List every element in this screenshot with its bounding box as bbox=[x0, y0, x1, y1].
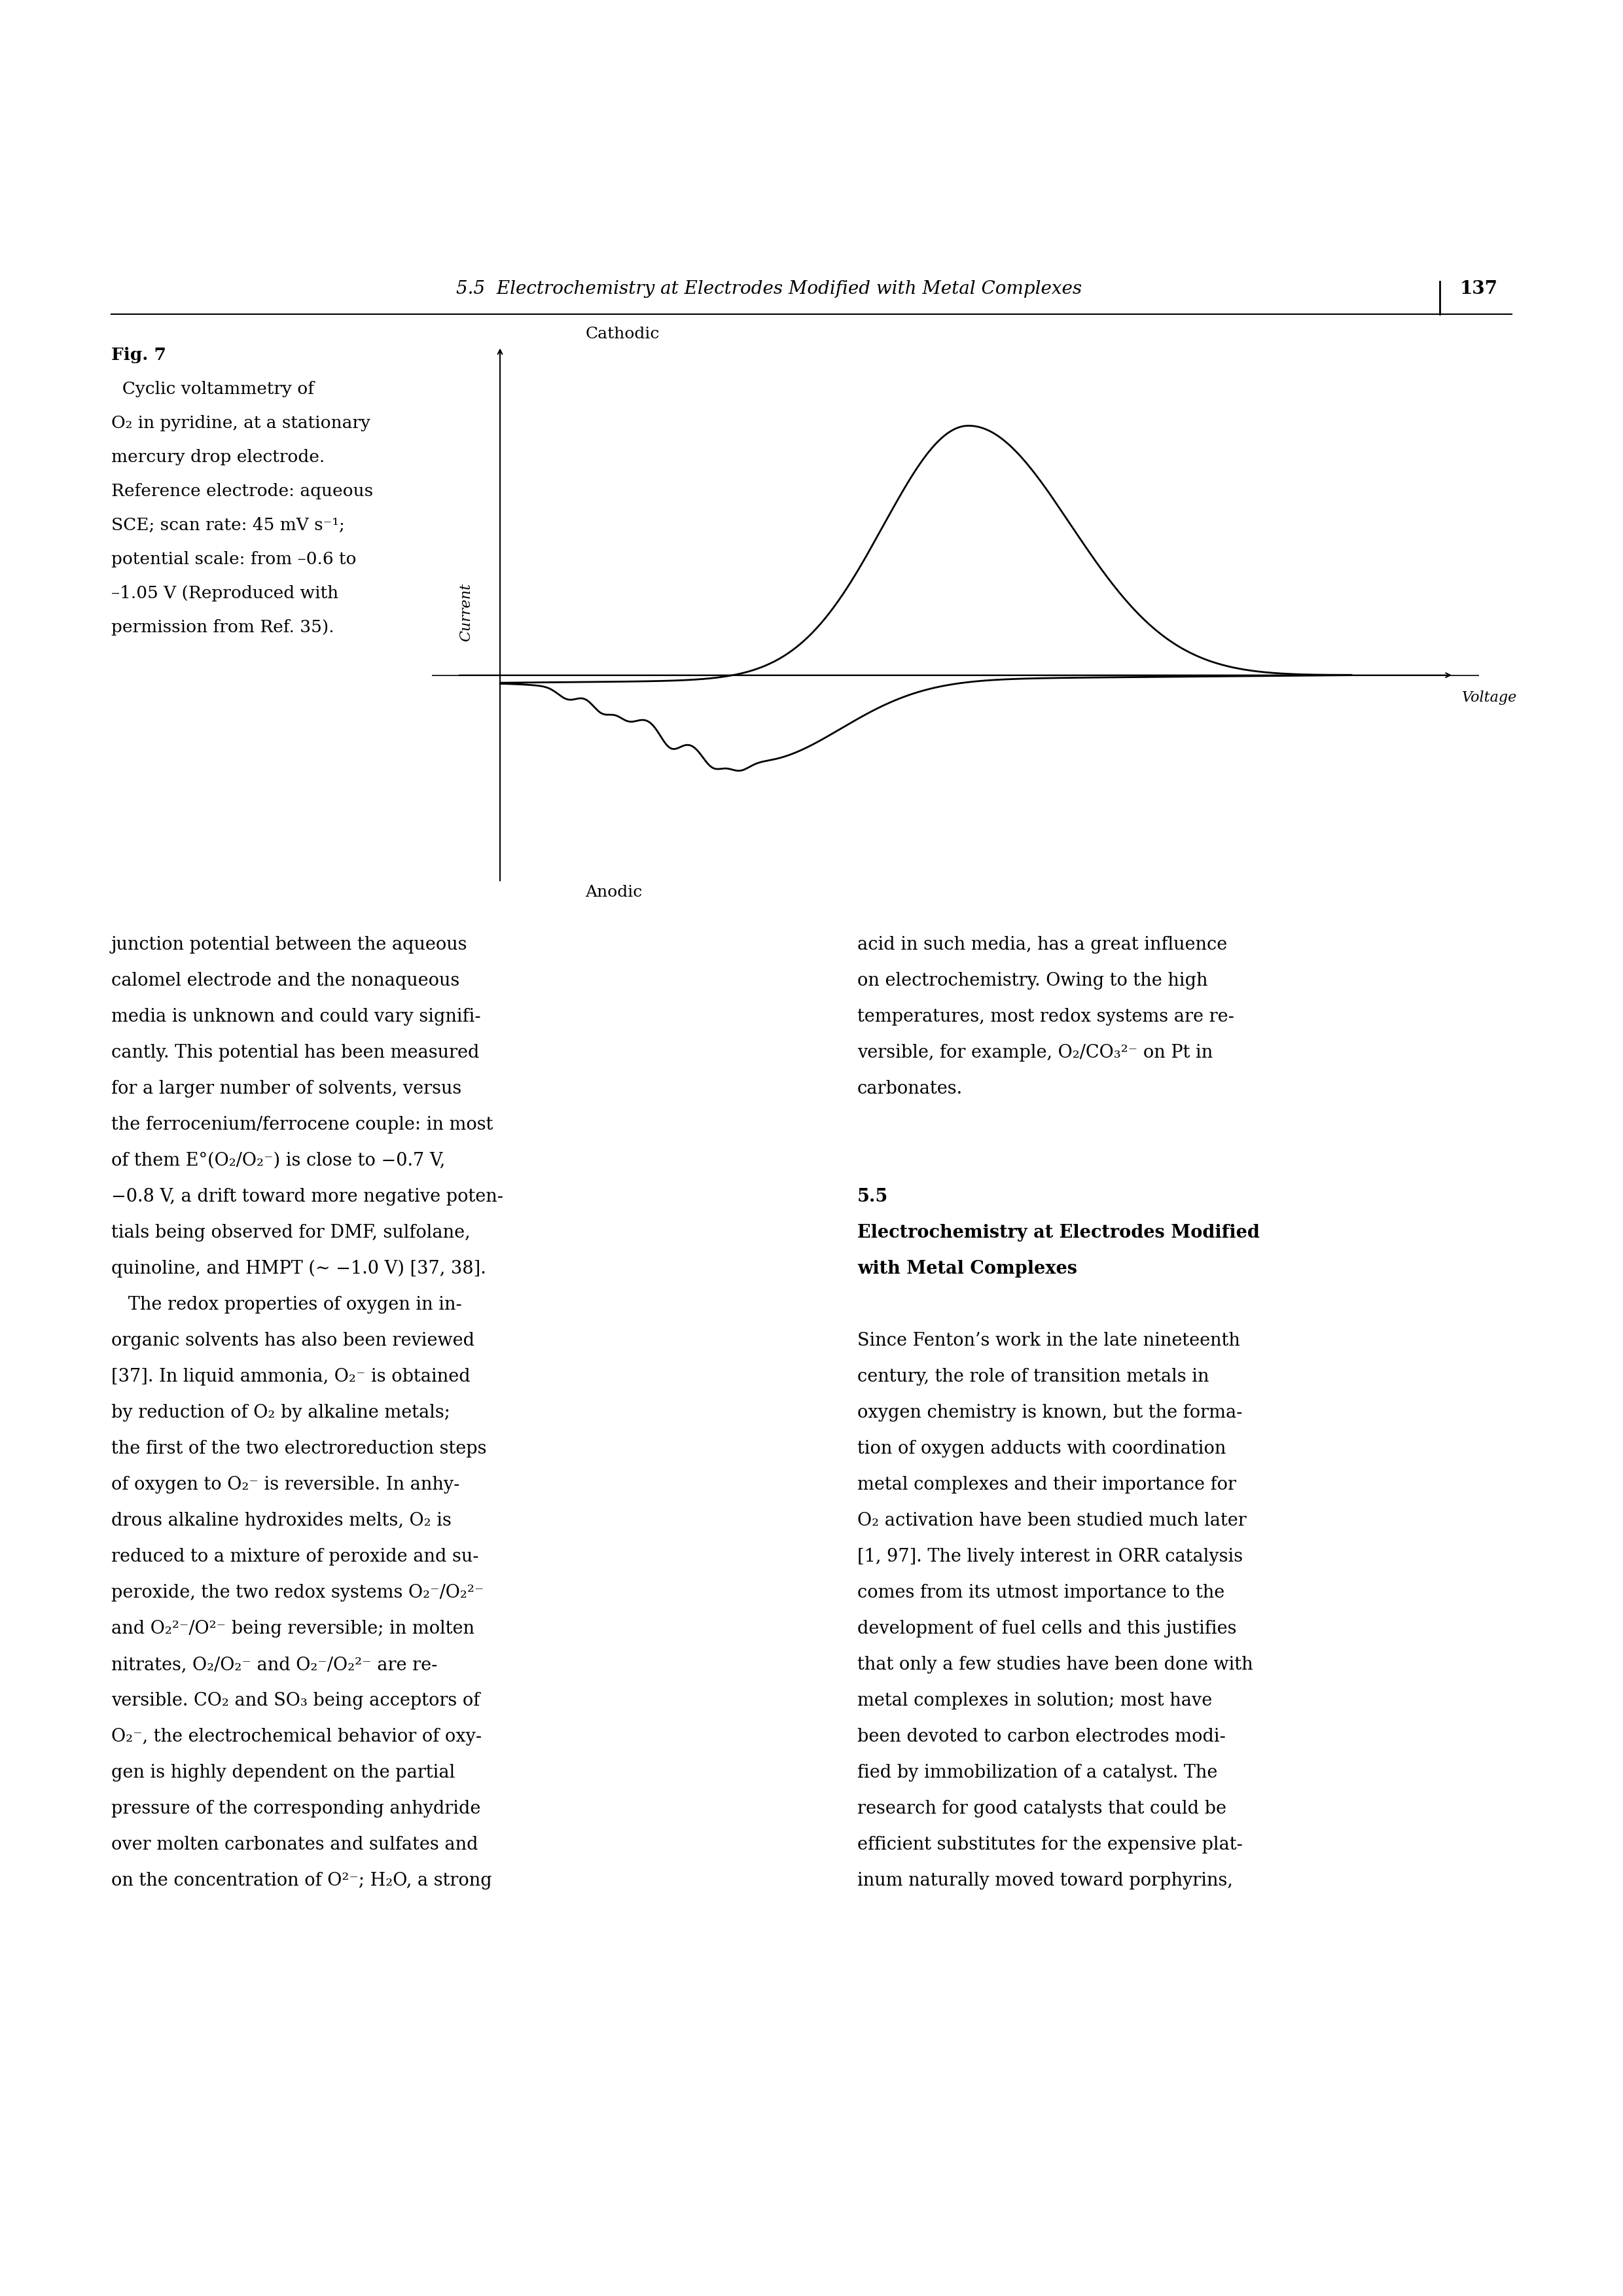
Text: permission from Ref. 35).: permission from Ref. 35). bbox=[112, 620, 334, 636]
Text: the first of the two electroreduction steps: the first of the two electroreduction st… bbox=[112, 1440, 487, 1458]
Text: the ferrocenium/ferrocene couple: in most: the ferrocenium/ferrocene couple: in mos… bbox=[112, 1116, 493, 1134]
Text: oxygen chemistry is known, but the forma-: oxygen chemistry is known, but the forma… bbox=[857, 1403, 1243, 1421]
Text: [1, 97]. The lively interest in ORR catalysis: [1, 97]. The lively interest in ORR cata… bbox=[857, 1548, 1243, 1566]
Text: O₂⁻, the electrochemical behavior of oxy-: O₂⁻, the electrochemical behavior of oxy… bbox=[112, 1729, 482, 1745]
Text: 5.5  Electrochemistry at Electrodes Modified with Metal Complexes: 5.5 Electrochemistry at Electrodes Modif… bbox=[456, 280, 1083, 298]
Text: nitrates, O₂/O₂⁻ and O₂⁻/O₂²⁻ are re-: nitrates, O₂/O₂⁻ and O₂⁻/O₂²⁻ are re- bbox=[112, 1655, 438, 1674]
Text: junction potential between the aqueous: junction potential between the aqueous bbox=[112, 937, 467, 953]
Text: versible. CO₂ and SO₃ being acceptors of: versible. CO₂ and SO₃ being acceptors of bbox=[112, 1692, 480, 1711]
Text: been devoted to carbon electrodes modi-: been devoted to carbon electrodes modi- bbox=[857, 1729, 1225, 1745]
Text: on electrochemistry. Owing to the high: on electrochemistry. Owing to the high bbox=[857, 971, 1208, 990]
Text: versible, for example, O₂/CO₃²⁻ on Pt in: versible, for example, O₂/CO₃²⁻ on Pt in bbox=[857, 1045, 1212, 1061]
Text: Cyclic voltammetry of: Cyclic voltammetry of bbox=[112, 381, 315, 397]
Text: of them E°(O₂/O₂⁻) is close to −0.7 V,: of them E°(O₂/O₂⁻) is close to −0.7 V, bbox=[112, 1153, 445, 1169]
Text: for a larger number of solvents, versus: for a larger number of solvents, versus bbox=[112, 1079, 461, 1097]
Text: on the concentration of O²⁻; H₂O, a strong: on the concentration of O²⁻; H₂O, a stro… bbox=[112, 1871, 492, 1890]
Text: carbonates.: carbonates. bbox=[857, 1079, 962, 1097]
Text: tials being observed for DMF, sulfolane,: tials being observed for DMF, sulfolane, bbox=[112, 1224, 471, 1242]
Text: Since Fenton’s work in the late nineteenth: Since Fenton’s work in the late nineteen… bbox=[857, 1332, 1240, 1350]
Text: temperatures, most redox systems are re-: temperatures, most redox systems are re- bbox=[857, 1008, 1233, 1026]
Text: pressure of the corresponding anhydride: pressure of the corresponding anhydride bbox=[112, 1800, 480, 1818]
Text: Cathodic: Cathodic bbox=[586, 326, 659, 342]
Text: mercury drop electrode.: mercury drop electrode. bbox=[112, 450, 325, 466]
Text: drous alkaline hydroxides melts, O₂ is: drous alkaline hydroxides melts, O₂ is bbox=[112, 1511, 451, 1529]
Text: peroxide, the two redox systems O₂⁻/O₂²⁻: peroxide, the two redox systems O₂⁻/O₂²⁻ bbox=[112, 1584, 484, 1603]
Text: SCE; scan rate: 45 mV s⁻¹;: SCE; scan rate: 45 mV s⁻¹; bbox=[112, 517, 344, 533]
Text: metal complexes in solution; most have: metal complexes in solution; most have bbox=[857, 1692, 1212, 1711]
Text: cantly. This potential has been measured: cantly. This potential has been measured bbox=[112, 1045, 479, 1061]
Text: inum naturally moved toward porphyrins,: inum naturally moved toward porphyrins, bbox=[857, 1871, 1233, 1890]
Text: tion of oxygen adducts with coordination: tion of oxygen adducts with coordination bbox=[857, 1440, 1225, 1458]
Text: O₂ activation have been studied much later: O₂ activation have been studied much lat… bbox=[857, 1511, 1246, 1529]
Text: comes from its utmost importance to the: comes from its utmost importance to the bbox=[857, 1584, 1225, 1603]
Text: potential scale: from –0.6 to: potential scale: from –0.6 to bbox=[112, 551, 357, 567]
Text: O₂ in pyridine, at a stationary: O₂ in pyridine, at a stationary bbox=[112, 416, 370, 432]
Text: organic solvents has also been reviewed: organic solvents has also been reviewed bbox=[112, 1332, 474, 1350]
Text: –1.05 V (Reproduced with: –1.05 V (Reproduced with bbox=[112, 585, 339, 602]
Text: Voltage: Voltage bbox=[1462, 691, 1518, 705]
Text: Anodic: Anodic bbox=[586, 884, 643, 900]
Text: with Metal Complexes: with Metal Complexes bbox=[857, 1261, 1078, 1277]
Text: development of fuel cells and this justifies: development of fuel cells and this justi… bbox=[857, 1621, 1237, 1637]
Text: Current: Current bbox=[459, 583, 474, 641]
Text: over molten carbonates and sulfates and: over molten carbonates and sulfates and bbox=[112, 1837, 479, 1853]
Text: reduced to a mixture of peroxide and su-: reduced to a mixture of peroxide and su- bbox=[112, 1548, 479, 1566]
Text: that only a few studies have been done with: that only a few studies have been done w… bbox=[857, 1655, 1253, 1674]
Text: metal complexes and their importance for: metal complexes and their importance for bbox=[857, 1476, 1237, 1495]
Text: Fig. 7: Fig. 7 bbox=[112, 347, 166, 363]
Text: quinoline, and HMPT (∼ −1.0 V) [37, 38].: quinoline, and HMPT (∼ −1.0 V) [37, 38]. bbox=[112, 1261, 485, 1279]
Text: [37]. In liquid ammonia, O₂⁻ is obtained: [37]. In liquid ammonia, O₂⁻ is obtained bbox=[112, 1368, 471, 1384]
Text: The redox properties of oxygen in in-: The redox properties of oxygen in in- bbox=[112, 1295, 463, 1313]
Text: gen is highly dependent on the partial: gen is highly dependent on the partial bbox=[112, 1763, 454, 1782]
Text: of oxygen to O₂⁻ is reversible. In anhy-: of oxygen to O₂⁻ is reversible. In anhy- bbox=[112, 1476, 459, 1495]
Text: −0.8 V, a drift toward more negative poten-: −0.8 V, a drift toward more negative pot… bbox=[112, 1187, 503, 1205]
Text: 137: 137 bbox=[1461, 280, 1498, 298]
Text: by reduction of O₂ by alkaline metals;: by reduction of O₂ by alkaline metals; bbox=[112, 1403, 450, 1421]
Text: fied by immobilization of a catalyst. The: fied by immobilization of a catalyst. Th… bbox=[857, 1763, 1217, 1782]
Text: efficient substitutes for the expensive plat-: efficient substitutes for the expensive … bbox=[857, 1837, 1243, 1853]
Text: century, the role of transition metals in: century, the role of transition metals i… bbox=[857, 1368, 1209, 1384]
Text: and O₂²⁻/O²⁻ being reversible; in molten: and O₂²⁻/O²⁻ being reversible; in molten bbox=[112, 1621, 474, 1637]
Text: research for good catalysts that could be: research for good catalysts that could b… bbox=[857, 1800, 1227, 1818]
Text: Electrochemistry at Electrodes Modified: Electrochemistry at Electrodes Modified bbox=[857, 1224, 1259, 1242]
Text: 5.5: 5.5 bbox=[857, 1187, 888, 1205]
Text: Reference electrode: aqueous: Reference electrode: aqueous bbox=[112, 482, 373, 501]
Text: media is unknown and could vary signifi-: media is unknown and could vary signifi- bbox=[112, 1008, 480, 1026]
Text: calomel electrode and the nonaqueous: calomel electrode and the nonaqueous bbox=[112, 971, 459, 990]
Text: acid in such media, has a great influence: acid in such media, has a great influenc… bbox=[857, 937, 1227, 953]
